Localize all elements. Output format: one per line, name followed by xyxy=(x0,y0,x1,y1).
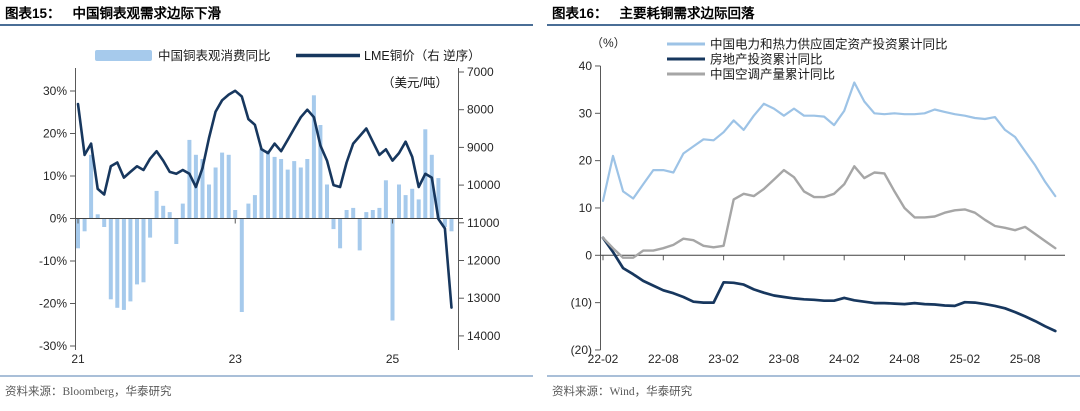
svg-text:24-02: 24-02 xyxy=(829,352,860,366)
figure-15: 图表15： 中国铜表观需求边际下滑 30% 20% 10% 0% -10% -20% -30%… xyxy=(0,0,533,399)
power-investment-line xyxy=(601,81,1057,202)
svg-text:30: 30 xyxy=(579,106,593,120)
legend-line-label: LME铜价（右 逆序） xyxy=(364,48,481,63)
svg-text:0: 0 xyxy=(585,248,592,262)
figure-label: 图表15： xyxy=(5,6,61,21)
svg-text:23-02: 23-02 xyxy=(708,352,739,366)
real-estate-investment-line xyxy=(601,236,1057,333)
legend-bar-swatch xyxy=(95,50,152,61)
legend-bar-label: 中国铜表观消费同比 xyxy=(158,48,271,63)
svg-text:23-08: 23-08 xyxy=(769,352,800,366)
svg-text:10000: 10000 xyxy=(467,178,501,192)
svg-text:25-02: 25-02 xyxy=(949,352,980,366)
figure-title: 主要耗铜需求边际回落 xyxy=(619,6,755,21)
svg-text:22-02: 22-02 xyxy=(588,352,619,366)
svg-text:(10): (10) xyxy=(571,296,592,310)
lme-copper-price-line xyxy=(76,89,453,309)
figure-16-header: 图表16： 主要耗铜需求边际回落 xyxy=(547,0,1080,22)
svg-text:25: 25 xyxy=(386,352,400,366)
source-note: 资料来源：Bloomberg，华泰研究 xyxy=(5,386,172,398)
axes xyxy=(70,68,464,350)
source-note: 资料来源：Wind，华泰研究 xyxy=(552,386,693,398)
copper-consuming-demand-chart: 40 30 20 10 0 (10) (20)22-02 22-08 23-02 23-08 24-… xyxy=(571,36,1065,366)
axes xyxy=(595,65,1065,351)
y-axis-unit: （%） xyxy=(591,36,626,50)
footer-rule xyxy=(0,375,533,377)
header-rule xyxy=(0,24,533,26)
footer-rule xyxy=(547,375,1080,377)
svg-text:40: 40 xyxy=(579,59,593,73)
svg-text:-10%: -10% xyxy=(39,254,67,268)
axis-labels: 40 30 20 10 0 (10) (20)22-02 22-08 23-02 23-08 24-… xyxy=(571,59,1041,366)
svg-text:11000: 11000 xyxy=(467,216,500,230)
svg-text:-20%: -20% xyxy=(39,297,67,311)
svg-text:13000: 13000 xyxy=(467,291,501,305)
aircon-output-line xyxy=(601,165,1057,259)
svg-text:20%: 20% xyxy=(43,127,67,141)
svg-text:30%: 30% xyxy=(43,84,67,98)
svg-text:8000: 8000 xyxy=(467,103,494,117)
right-axis-unit: （美元/吨） xyxy=(382,76,448,90)
svg-text:10: 10 xyxy=(579,201,593,215)
header-rule xyxy=(547,24,1080,26)
svg-text:(20): (20) xyxy=(571,343,592,357)
svg-text:24-08: 24-08 xyxy=(889,352,920,366)
copper-apparent-demand-chart: 30% 20% 10% 0% -10% -20% -30% 7000 8000 9000 10000… xyxy=(39,48,501,366)
figure-title: 中国铜表观需求边际下滑 xyxy=(72,6,222,21)
figure-label: 图表16： xyxy=(552,6,608,21)
svg-text:7000: 7000 xyxy=(467,65,494,79)
axis-labels: 30% 20% 10% 0% -10% -20% -30% 7000 8000 9000 10000… xyxy=(39,65,501,366)
svg-text:21: 21 xyxy=(71,352,85,366)
svg-text:12000: 12000 xyxy=(467,254,501,268)
legend-label-aircon-output-line: 中国空调产量累计同比 xyxy=(710,67,835,82)
figure-16: 图表16： 主要耗铜需求边际回落 40 30 20 10 0 (10) (20) 22-02 22… xyxy=(547,0,1080,399)
svg-text:25-08: 25-08 xyxy=(1010,352,1041,366)
legend-label-real-estate-investment-line: 房地产投资累计同比 xyxy=(710,52,823,67)
svg-text:10%: 10% xyxy=(43,169,67,183)
svg-text:14000: 14000 xyxy=(467,329,501,343)
svg-text:22-08: 22-08 xyxy=(648,352,679,366)
legend-label-power-investment-line: 中国电力和热力供应固定资产投资累计同比 xyxy=(710,37,948,52)
svg-text:20: 20 xyxy=(579,154,593,168)
svg-text:-30%: -30% xyxy=(39,339,67,353)
dual-figure-row: 图表15： 中国铜表观需求边际下滑 30% 20% 10% 0% -10% -20% -30%… xyxy=(0,0,1080,399)
svg-text:23: 23 xyxy=(229,352,243,366)
figure-15-header: 图表15： 中国铜表观需求边际下滑 xyxy=(0,0,533,22)
svg-text:9000: 9000 xyxy=(467,140,494,154)
svg-text:0%: 0% xyxy=(50,212,68,226)
legend: 中国铜表观消费同比 LME铜价（右 逆序） xyxy=(95,48,481,63)
bars-apparent-consumption xyxy=(76,95,454,321)
